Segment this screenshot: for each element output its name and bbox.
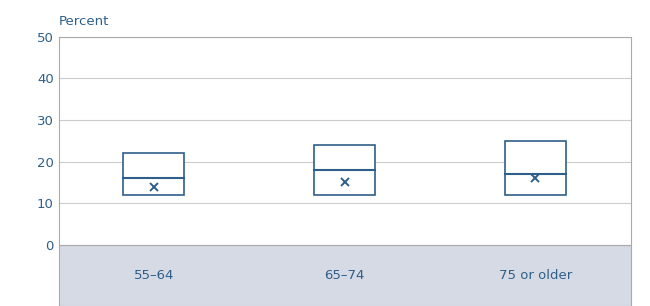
Text: 65–74: 65–74 xyxy=(324,269,365,282)
Text: 75 or older: 75 or older xyxy=(499,269,572,282)
Text: Percent: Percent xyxy=(58,15,109,28)
Bar xyxy=(504,141,566,195)
Text: 55–64: 55–64 xyxy=(134,269,174,282)
Bar xyxy=(124,153,185,195)
Bar xyxy=(314,145,375,195)
